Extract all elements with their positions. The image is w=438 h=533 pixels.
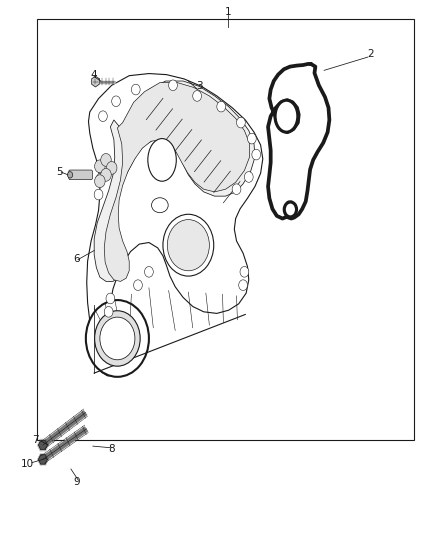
Text: 5: 5 bbox=[56, 167, 63, 176]
Circle shape bbox=[232, 184, 241, 195]
Text: 3: 3 bbox=[196, 82, 203, 91]
Circle shape bbox=[134, 280, 142, 290]
Circle shape bbox=[163, 214, 214, 276]
Text: 7: 7 bbox=[32, 435, 39, 445]
Circle shape bbox=[239, 280, 247, 290]
Circle shape bbox=[240, 266, 249, 277]
Circle shape bbox=[131, 84, 140, 95]
Polygon shape bbox=[39, 455, 47, 464]
Circle shape bbox=[169, 80, 177, 91]
Text: 10: 10 bbox=[21, 459, 34, 469]
Polygon shape bbox=[39, 440, 47, 450]
Circle shape bbox=[101, 168, 111, 181]
Circle shape bbox=[244, 172, 253, 182]
Circle shape bbox=[106, 293, 115, 304]
Circle shape bbox=[96, 173, 105, 184]
Circle shape bbox=[95, 175, 105, 188]
Circle shape bbox=[67, 172, 73, 178]
Circle shape bbox=[193, 91, 201, 101]
Circle shape bbox=[99, 111, 107, 122]
Circle shape bbox=[217, 101, 226, 112]
Circle shape bbox=[86, 300, 149, 377]
Circle shape bbox=[95, 160, 105, 173]
Ellipse shape bbox=[152, 198, 168, 213]
Polygon shape bbox=[104, 83, 250, 281]
Circle shape bbox=[252, 149, 261, 160]
Polygon shape bbox=[94, 81, 255, 281]
Text: 8: 8 bbox=[108, 444, 115, 454]
Ellipse shape bbox=[148, 139, 176, 181]
Circle shape bbox=[237, 117, 245, 128]
Polygon shape bbox=[92, 76, 99, 87]
Circle shape bbox=[112, 96, 120, 107]
Circle shape bbox=[247, 133, 256, 144]
Circle shape bbox=[94, 189, 103, 200]
Text: 6: 6 bbox=[73, 254, 80, 263]
Circle shape bbox=[95, 311, 140, 366]
Text: 9: 9 bbox=[73, 478, 80, 487]
Circle shape bbox=[106, 161, 117, 174]
FancyBboxPatch shape bbox=[69, 170, 92, 180]
Circle shape bbox=[167, 220, 209, 271]
Polygon shape bbox=[87, 74, 263, 376]
Circle shape bbox=[104, 306, 113, 317]
Circle shape bbox=[101, 154, 111, 166]
Circle shape bbox=[145, 266, 153, 277]
Ellipse shape bbox=[275, 100, 298, 132]
Text: 1: 1 bbox=[224, 7, 231, 17]
Circle shape bbox=[100, 317, 135, 360]
Text: 2: 2 bbox=[367, 50, 374, 59]
Bar bbox=[37, 19, 414, 440]
Text: 4: 4 bbox=[91, 70, 98, 79]
Circle shape bbox=[284, 202, 297, 217]
